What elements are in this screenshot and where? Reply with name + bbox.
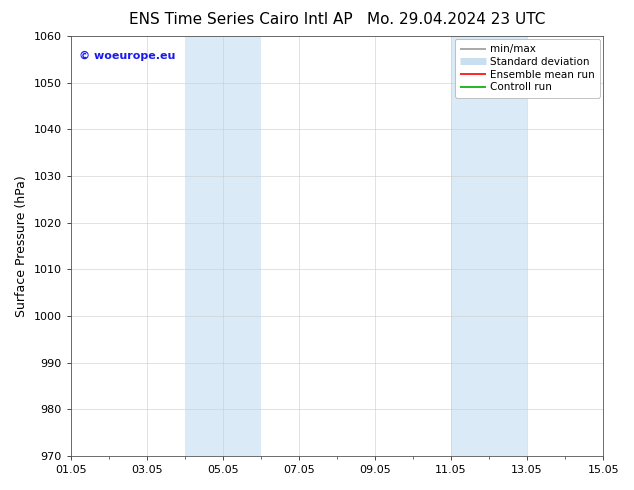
Bar [451, 36, 527, 456]
Legend: min/max, Standard deviation, Ensemble mean run, Controll run: min/max, Standard deviation, Ensemble me… [455, 39, 600, 98]
Text: ENS Time Series Cairo Intl AP: ENS Time Series Cairo Intl AP [129, 12, 353, 27]
Text: Mo. 29.04.2024 23 UTC: Mo. 29.04.2024 23 UTC [367, 12, 546, 27]
Bar [185, 36, 261, 456]
Y-axis label: Surface Pressure (hPa): Surface Pressure (hPa) [15, 175, 28, 317]
Text: © woeurope.eu: © woeurope.eu [79, 51, 175, 61]
